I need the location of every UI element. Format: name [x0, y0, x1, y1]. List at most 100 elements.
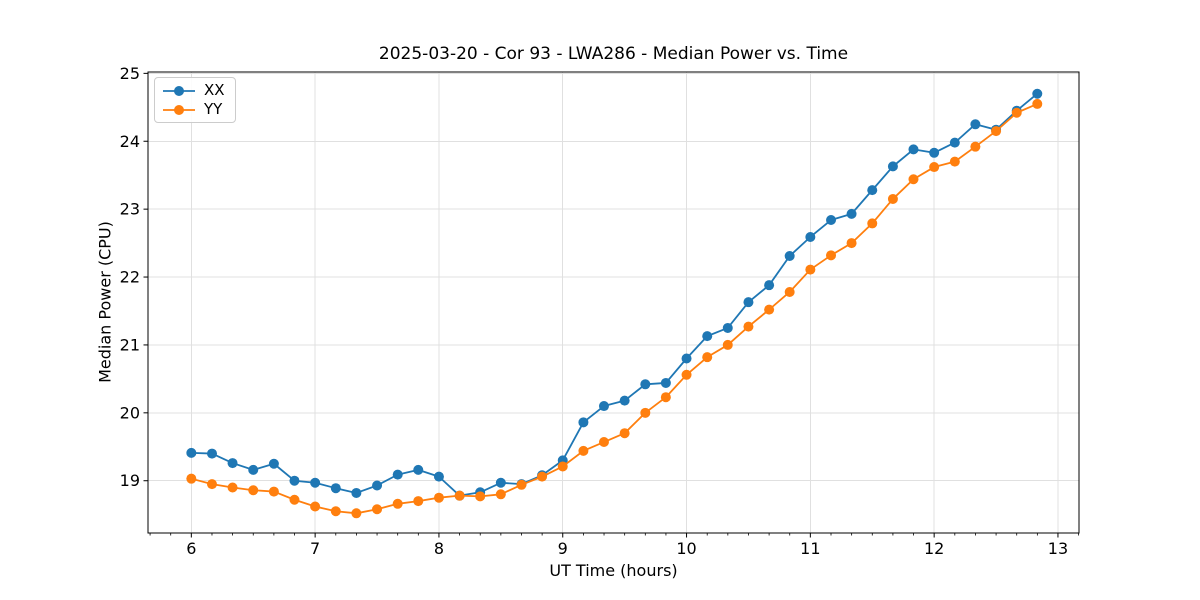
- series-xx-marker: [392, 469, 403, 480]
- series-yy-marker: [310, 501, 321, 512]
- legend-item-xx: XX: [162, 83, 225, 98]
- series-yy-marker: [764, 304, 775, 315]
- series-xx-marker: [970, 119, 981, 130]
- series-yy-marker: [970, 141, 981, 152]
- x-tick-label: 12: [924, 539, 944, 558]
- series-yy-marker: [867, 218, 878, 229]
- series-yy-marker: [433, 492, 444, 503]
- series-xx-marker: [186, 447, 197, 458]
- series-yy-marker: [454, 490, 465, 501]
- series-xx-line: [190, 92, 1039, 497]
- series-yy-marker: [1011, 107, 1022, 118]
- series-yy-line: [190, 103, 1039, 515]
- series-xx-marker: [495, 477, 506, 488]
- series-xx-marker: [619, 395, 630, 406]
- series-yy-marker: [207, 479, 218, 490]
- series-yy-marker: [351, 508, 362, 519]
- series-xx-marker: [640, 379, 651, 390]
- series-xx-marker: [805, 231, 816, 242]
- series-yy-marker: [681, 369, 692, 380]
- series-yy-marker: [991, 126, 1002, 137]
- series-yy-marker: [660, 392, 671, 403]
- x-tick-label: 11: [800, 539, 820, 558]
- y-tick-label: 23: [120, 200, 140, 219]
- series-yy-marker: [495, 489, 506, 500]
- series-yy-marker: [289, 494, 300, 505]
- y-axis-label: Median Power (CPU): [95, 221, 115, 383]
- series-yy-marker: [949, 156, 960, 167]
- series-xx-marker: [681, 353, 692, 364]
- x-tick-label: 7: [310, 539, 320, 558]
- series-xx-marker: [289, 475, 300, 486]
- series-xx-marker: [908, 144, 919, 155]
- x-tick-label: 13: [1048, 539, 1068, 558]
- series-yy-marker: [908, 174, 919, 185]
- series-yy-marker: [702, 352, 713, 363]
- plot-border: [147, 71, 1080, 534]
- x-tick-label: 6: [186, 539, 196, 558]
- x-axis-label: UT Time (hours): [549, 561, 678, 580]
- y-tick-label: 25: [120, 64, 140, 83]
- y-tick-label: 21: [120, 335, 140, 354]
- y-tick-label: 20: [120, 403, 140, 422]
- series-yy-marker: [475, 491, 486, 502]
- chart-title: 2025-03-20 - Cor 93 - LWA286 - Median Po…: [378, 44, 849, 64]
- y-tick-label: 22: [120, 268, 140, 287]
- series-xx-marker: [702, 331, 713, 342]
- series-xx-marker: [887, 161, 898, 172]
- series-yy-marker: [516, 479, 527, 490]
- series-yy-marker: [186, 473, 197, 484]
- series-yy-marker: [268, 486, 279, 497]
- series-yy-marker: [392, 498, 403, 509]
- series-yy-marker: [743, 321, 754, 332]
- series-xx-marker: [722, 322, 733, 333]
- series-yy-marker: [227, 482, 238, 493]
- series-xx-marker: [268, 458, 279, 469]
- series-yy-marker: [640, 407, 651, 418]
- series-xx-marker: [929, 147, 940, 158]
- series-xx-marker: [826, 215, 837, 226]
- series-yy-marker: [887, 193, 898, 204]
- series-yy-marker: [413, 496, 424, 507]
- legend-label-yy: YY: [204, 100, 223, 118]
- series-xx-marker: [578, 417, 589, 428]
- x-tick-label: 10: [676, 539, 696, 558]
- series-xx-marker: [784, 250, 795, 261]
- series-yy-marker: [722, 339, 733, 350]
- y-tick-label: 24: [120, 132, 140, 151]
- series-yy-marker: [846, 238, 857, 249]
- series-yy-marker: [1032, 98, 1043, 109]
- series-xx-marker: [372, 480, 383, 491]
- legend: XX YY: [154, 77, 236, 123]
- series-yy-marker: [826, 250, 837, 261]
- legend-label-xx: XX: [204, 81, 225, 99]
- legend-line-sample-icon: [163, 85, 195, 96]
- x-tick-label: 9: [558, 539, 568, 558]
- series-yy-marker: [248, 485, 259, 496]
- series-xx-marker: [248, 464, 259, 475]
- series-xx-marker: [351, 487, 362, 498]
- series-xx-marker: [227, 458, 238, 469]
- series-yy-marker: [929, 162, 940, 173]
- x-tick-label: 8: [434, 539, 444, 558]
- series-xx-marker: [330, 483, 341, 494]
- series-xx-marker: [949, 137, 960, 148]
- series-yy-marker: [598, 437, 609, 448]
- series-yy-marker: [372, 504, 383, 515]
- legend-item-yy: YY: [162, 102, 225, 117]
- legend-line-sample-icon: [163, 104, 195, 115]
- series-xx-marker: [598, 401, 609, 412]
- series-xx-marker: [207, 448, 218, 459]
- series-xx-marker: [743, 297, 754, 308]
- series-xx-marker: [413, 464, 424, 475]
- series-xx-marker: [846, 208, 857, 219]
- series-yy-marker: [537, 471, 548, 482]
- series-xx-marker: [433, 471, 444, 482]
- series-yy-marker: [557, 461, 568, 472]
- series-yy-marker: [330, 506, 341, 517]
- series-xx-marker: [310, 477, 321, 488]
- series-xx-marker: [1032, 88, 1043, 99]
- series-xx-marker: [764, 280, 775, 291]
